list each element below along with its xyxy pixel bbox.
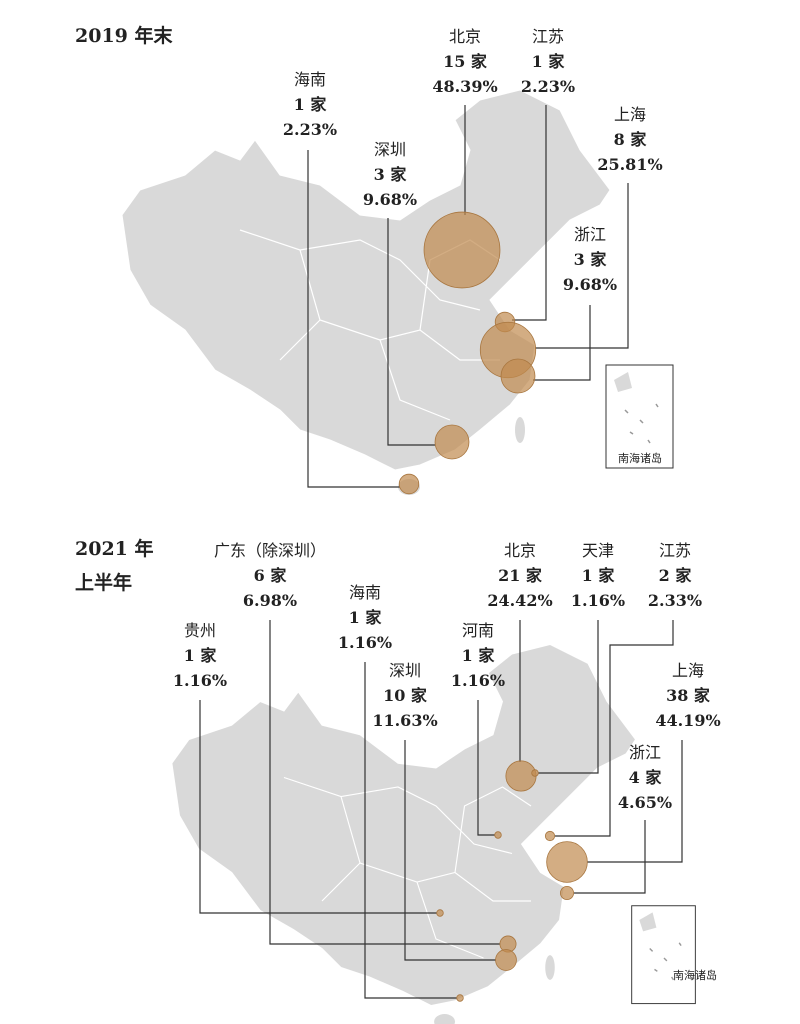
leader-line <box>533 305 591 381</box>
region-share: 6.98% <box>243 591 297 610</box>
leader-line <box>269 620 500 945</box>
region-name: 贵州 <box>184 621 216 640</box>
region-count: 21 家 <box>498 566 543 585</box>
region-name: 河南 <box>462 621 494 640</box>
region-count: 8 家 <box>614 130 648 149</box>
region-count: 38 家 <box>666 686 711 705</box>
region-name: 江苏 <box>659 541 691 560</box>
region-name: 北京 <box>449 27 481 46</box>
region-share: 1.16% <box>571 591 625 610</box>
region-count: 1 家 <box>582 566 616 585</box>
region-name: 浙江 <box>574 225 606 244</box>
region-share: 48.39% <box>432 77 497 96</box>
region-count: 3 家 <box>574 250 608 269</box>
region-name: 深圳 <box>389 661 421 680</box>
region-share: 4.65% <box>618 793 672 812</box>
region-count: 2 家 <box>659 566 693 585</box>
region-count: 15 家 <box>443 52 488 71</box>
leader-line <box>387 218 435 446</box>
bubble <box>546 841 588 883</box>
region-count: 6 家 <box>254 566 288 585</box>
region-share: 1.16% <box>338 633 392 652</box>
bubble <box>531 769 539 777</box>
bubble <box>544 830 556 842</box>
leader-line <box>587 740 683 863</box>
region-share: 11.63% <box>372 711 437 730</box>
leader-line <box>555 620 674 837</box>
region-name: 上海 <box>672 661 704 680</box>
region-count: 1 家 <box>349 608 383 627</box>
leader-line <box>307 150 400 488</box>
bubble <box>494 831 502 839</box>
region-share: 24.42% <box>487 591 552 610</box>
map-title: 上半年 <box>75 571 132 594</box>
region-name: 海南 <box>294 70 326 89</box>
bubble <box>423 211 501 289</box>
region-name: 浙江 <box>629 743 661 762</box>
bubble <box>398 473 420 495</box>
leader-line <box>512 105 547 321</box>
region-name: 天津 <box>582 541 614 560</box>
region-count: 1 家 <box>184 646 218 665</box>
leader-line <box>538 620 599 774</box>
bubble <box>436 909 444 917</box>
region-name: 深圳 <box>374 140 406 159</box>
region-share: 25.81% <box>597 155 662 174</box>
region-name: 北京 <box>504 541 536 560</box>
bubble <box>434 424 470 460</box>
region-count: 4 家 <box>629 768 663 787</box>
region-count: 1 家 <box>294 95 328 114</box>
inset-label: 南海诸岛 <box>673 968 717 982</box>
bubble <box>456 994 464 1002</box>
region-share: 1.16% <box>451 671 505 690</box>
region-share: 9.68% <box>363 190 417 209</box>
region-count: 1 家 <box>532 52 566 71</box>
leader-line <box>574 820 646 894</box>
region-share: 44.19% <box>655 711 720 730</box>
leader-line <box>199 700 437 914</box>
region-count: 1 家 <box>462 646 496 665</box>
bubble <box>560 886 575 901</box>
region-share: 1.16% <box>173 671 227 690</box>
leader-line <box>404 740 496 961</box>
bubble <box>495 949 517 971</box>
region-name: 海南 <box>349 583 381 602</box>
bubble <box>505 760 537 792</box>
region-share: 2.23% <box>283 120 337 139</box>
inset-label: 南海诸岛 <box>618 451 662 465</box>
region-name: 江苏 <box>532 27 564 46</box>
region-name: 上海 <box>614 105 646 124</box>
region-count: 3 家 <box>374 165 408 184</box>
leader-line <box>535 183 629 349</box>
region-share: 2.33% <box>648 591 702 610</box>
leader-line <box>477 700 495 836</box>
region-share: 2.23% <box>521 77 575 96</box>
region-share: 9.68% <box>563 275 617 294</box>
leader-line <box>364 662 457 999</box>
region-count: 10 家 <box>383 686 428 705</box>
bubble <box>500 358 536 394</box>
map-title: 2021 年 <box>75 537 154 560</box>
region-name: 广东（除深圳） <box>214 541 326 560</box>
map-title: 2019 年末 <box>75 24 173 47</box>
china-map <box>171 643 697 1024</box>
